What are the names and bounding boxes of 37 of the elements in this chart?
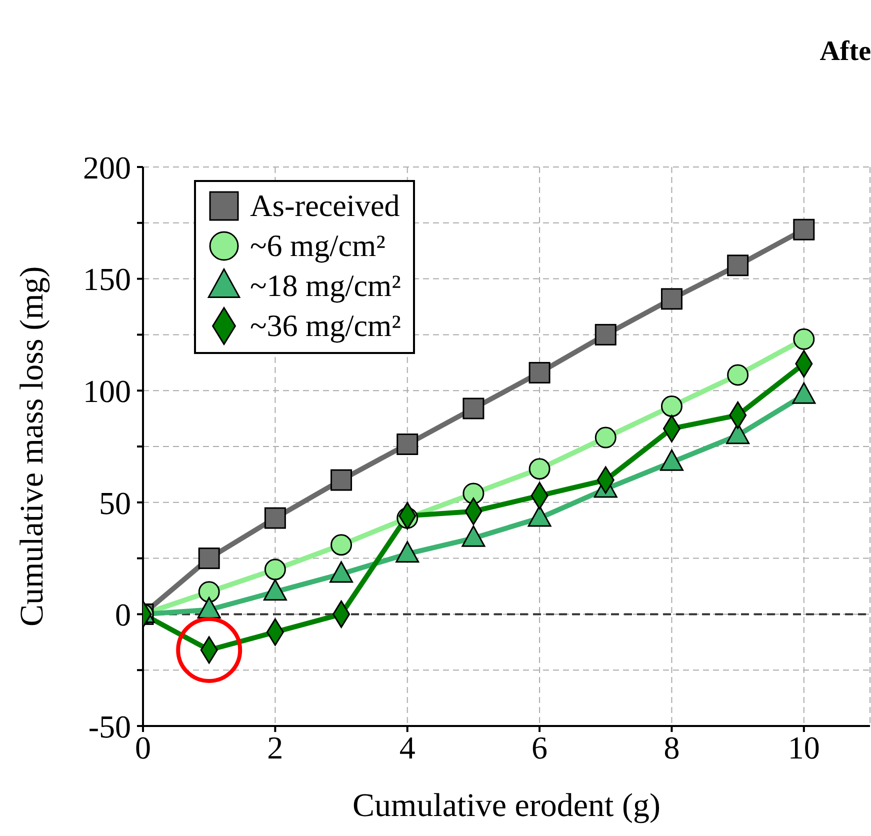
x-tick-label: 2 bbox=[267, 730, 284, 766]
point bbox=[264, 507, 286, 529]
x-tick-label: 8 bbox=[664, 730, 680, 766]
y-tick-label: 50 bbox=[99, 484, 131, 521]
x-tick-label: 10 bbox=[788, 730, 820, 766]
legend-label: ~36 mg/cm² bbox=[250, 308, 401, 344]
point bbox=[793, 218, 815, 240]
y-tick-label: 0 bbox=[115, 596, 131, 633]
y-axis-title: Cumulative mass loss (mg) bbox=[14, 266, 51, 626]
legend-label: As-received bbox=[250, 188, 400, 224]
point bbox=[462, 482, 484, 504]
point bbox=[396, 434, 418, 456]
point bbox=[727, 364, 749, 386]
point bbox=[330, 469, 352, 491]
point bbox=[594, 426, 616, 448]
point bbox=[594, 324, 616, 346]
x-tick-label: 4 bbox=[399, 730, 416, 766]
y-tick-label: 200 bbox=[83, 149, 131, 186]
point bbox=[330, 534, 352, 556]
point bbox=[462, 398, 484, 420]
y-tick-label: -50 bbox=[88, 708, 131, 744]
y-tick-label: 100 bbox=[83, 372, 131, 409]
point bbox=[727, 254, 749, 276]
point bbox=[793, 328, 815, 350]
point bbox=[660, 288, 682, 310]
text: Afte bbox=[820, 36, 871, 68]
x-axis-title: Cumulative erodent (g) bbox=[352, 788, 660, 824]
point bbox=[660, 396, 682, 417]
legend-label: ~18 mg/cm² bbox=[250, 268, 401, 304]
y-tick-label: 150 bbox=[83, 261, 131, 298]
point bbox=[198, 581, 220, 603]
x-tick-label: 6 bbox=[532, 730, 548, 766]
point bbox=[264, 558, 286, 580]
point bbox=[198, 548, 220, 570]
legend-label: ~6 mg/cm² bbox=[250, 228, 386, 264]
point bbox=[528, 458, 550, 480]
point bbox=[528, 362, 550, 384]
